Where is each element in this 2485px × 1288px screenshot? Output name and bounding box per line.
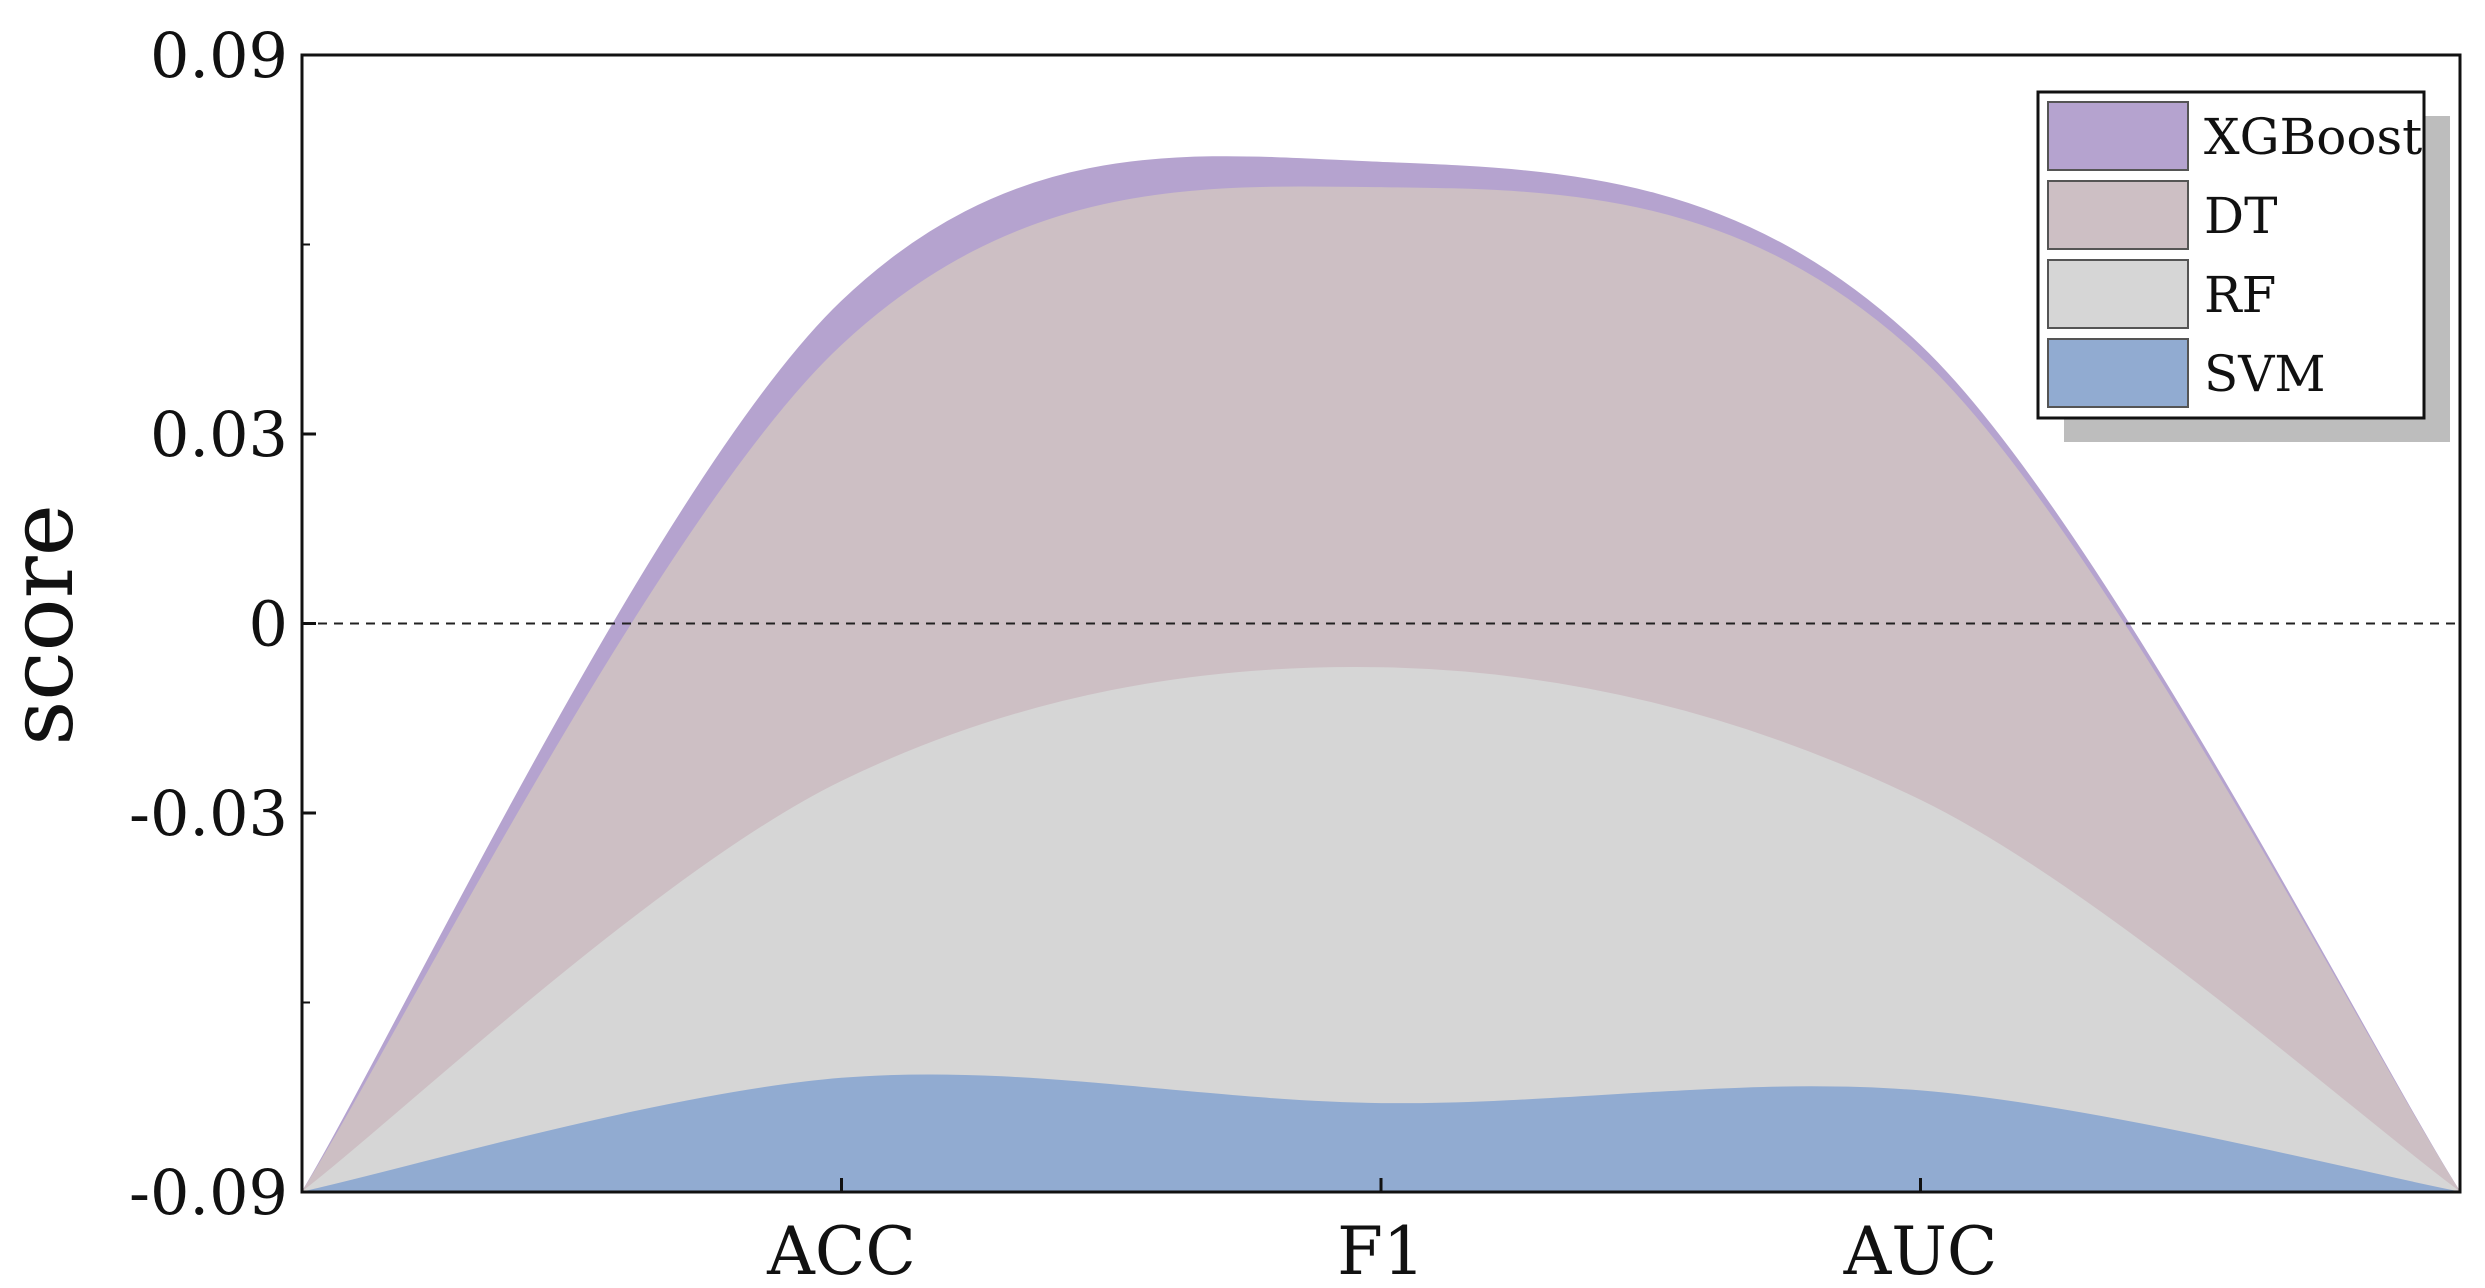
area-rf [300,666,2462,1193]
y-tick-label: -0.03 [129,777,288,850]
x-tick-label: AUC [1843,1213,1998,1288]
y-tick-label: 0.03 [150,398,288,471]
y-tick-label: 0 [249,588,288,661]
area-series-group [300,156,2462,1193]
y-tick-label: -0.09 [129,1156,288,1229]
x-axis: ACC F1 AUC [766,1178,1997,1288]
area-svm [301,1074,2461,1193]
legend-label-rf: RF [2204,266,2276,324]
legend-label-xgboost: XGBoost [2204,108,2422,166]
legend-label-dt: DT [2204,187,2277,245]
legend-swatch-xgboost [2047,101,2189,171]
x-tick-label: F1 [1337,1213,1425,1288]
legend-label-svm: SVM [2204,345,2326,403]
x-tick-label: ACC [766,1213,916,1288]
legend-swatch-dt [2047,180,2189,250]
legend-swatch-svm [2047,338,2189,408]
y-axis-label: score [0,504,93,746]
legend: XGBoost DT RF SVM [2036,90,2450,442]
legend-swatch-rf [2047,259,2189,329]
y-tick-label: 0.09 [150,19,288,92]
y-axis: 0.09 0.03 0 -0.03 -0.09 [129,19,316,1229]
